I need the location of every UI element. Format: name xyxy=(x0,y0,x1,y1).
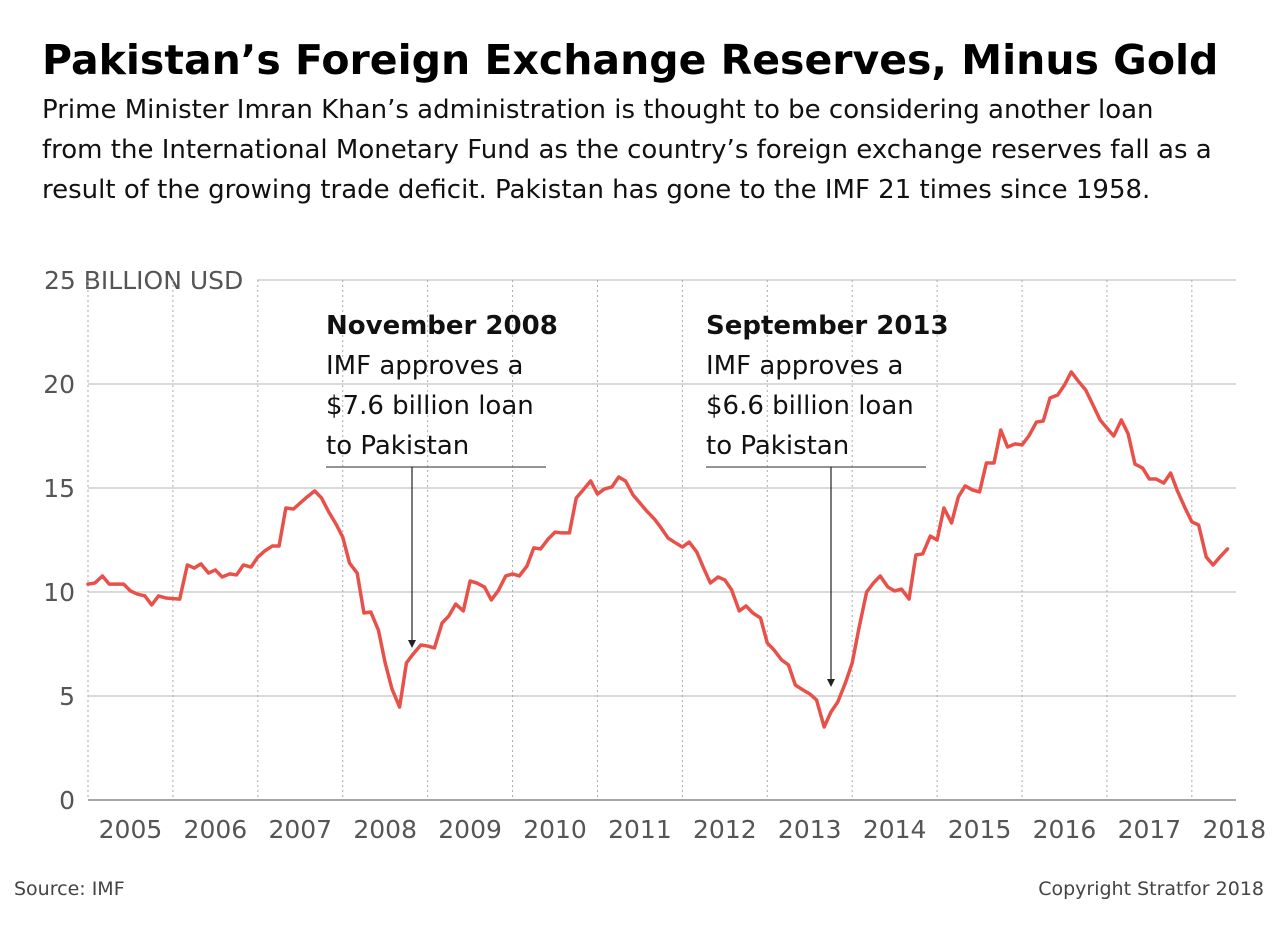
x-tick-label: 2008 xyxy=(353,815,417,844)
y-tick-label: 0 xyxy=(59,786,75,815)
x-tick-label: 2013 xyxy=(778,815,842,844)
y-tick-label: 10 xyxy=(43,578,75,607)
arrow-head xyxy=(408,640,416,648)
x-tick-label: 2012 xyxy=(693,815,757,844)
annotation-text: IMF approves a xyxy=(326,351,523,381)
source: Source: IMF xyxy=(14,878,125,900)
x-tick-label: 2011 xyxy=(608,815,672,844)
y-tick-label: 20 xyxy=(43,370,75,399)
annotation-text: $6.6 billion loan xyxy=(706,391,914,421)
annotation-text: to Pakistan xyxy=(706,431,849,461)
annotation-text: IMF approves a xyxy=(706,351,903,381)
y-tick-label: 25 BILLION USD xyxy=(44,266,243,295)
copyright: Copyright Stratfor 2018 xyxy=(1038,878,1264,900)
arrow-head xyxy=(827,679,835,687)
x-tick-label: 2018 xyxy=(1202,815,1266,844)
x-tick-label: 2014 xyxy=(863,815,927,844)
x-tick-label: 2017 xyxy=(1118,815,1182,844)
annotation-text: to Pakistan xyxy=(326,431,469,461)
subtitle-line: Prime Minister Imran Khan’s administrati… xyxy=(42,95,1154,125)
subtitle-line: result of the growing trade deficit. Pak… xyxy=(42,175,1150,205)
annotation-title: November 2008 xyxy=(326,311,558,341)
x-tick-label: 2016 xyxy=(1033,815,1097,844)
subtitle-line: from the International Monetary Fund as … xyxy=(42,135,1212,165)
y-tick-label: 5 xyxy=(59,682,75,711)
y-tick-label: 15 xyxy=(43,474,75,503)
x-tick-label: 2010 xyxy=(523,815,587,844)
annotation-text: $7.6 billion loan xyxy=(326,391,534,421)
annotation-title: September 2013 xyxy=(706,311,949,341)
x-tick-label: 2009 xyxy=(438,815,502,844)
data-line xyxy=(86,370,1230,729)
x-tick-label: 2005 xyxy=(99,815,163,844)
x-tick-label: 2006 xyxy=(184,815,248,844)
chart-title: Pakistan’s Foreign Exchange Reserves, Mi… xyxy=(42,36,1218,84)
x-tick-label: 2015 xyxy=(948,815,1012,844)
x-tick-label: 2007 xyxy=(268,815,332,844)
